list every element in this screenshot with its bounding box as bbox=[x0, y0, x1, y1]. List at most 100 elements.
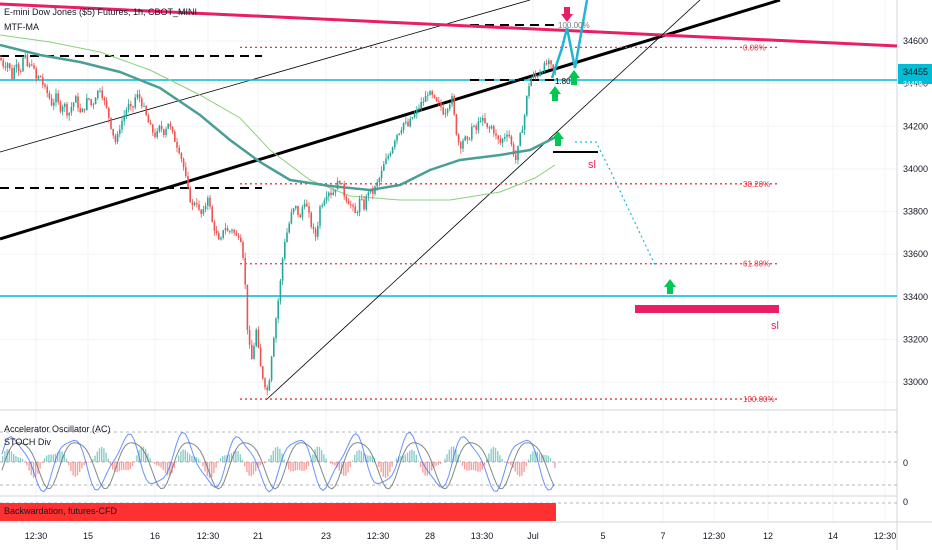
ac-histogram-bar bbox=[475, 462, 477, 471]
fib-level-label: 100.00% bbox=[743, 395, 775, 404]
sell-arrow-1 bbox=[561, 7, 573, 22]
candle-body bbox=[57, 93, 59, 102]
ac-histogram-bar bbox=[129, 462, 131, 470]
time-tick-label: 23 bbox=[321, 531, 331, 541]
candle-body bbox=[31, 64, 33, 66]
candle-body bbox=[530, 77, 532, 87]
ac-histogram-bar bbox=[277, 446, 279, 462]
price-tick-label: 33200 bbox=[903, 334, 928, 344]
candle-body bbox=[380, 170, 383, 179]
ac-histogram-bar bbox=[103, 448, 105, 462]
candle-body bbox=[130, 104, 132, 107]
backwardation-panel[interactable] bbox=[0, 502, 897, 521]
buy-arrow-1 bbox=[549, 86, 561, 101]
ac-histogram-bar bbox=[303, 462, 305, 472]
candle-body bbox=[497, 135, 499, 140]
candle-body bbox=[358, 198, 361, 213]
oscillator-panel[interactable] bbox=[0, 431, 897, 493]
osc-zero-label: 0 bbox=[903, 458, 908, 468]
candle-body bbox=[114, 135, 117, 142]
candle-body bbox=[526, 95, 528, 116]
ac-histogram-bar bbox=[325, 458, 327, 462]
ac-histogram-bar bbox=[136, 455, 138, 462]
ac-histogram-bar bbox=[57, 452, 59, 462]
candle-body bbox=[28, 64, 31, 67]
ac-histogram-bar bbox=[68, 462, 70, 466]
ac-histogram-bar bbox=[19, 457, 21, 462]
candle-body bbox=[515, 154, 517, 160]
candle-body bbox=[103, 98, 106, 101]
candle-body bbox=[198, 204, 200, 210]
candle-body bbox=[297, 205, 299, 216]
resistance-line-pink bbox=[0, 2, 898, 48]
candle-body bbox=[119, 129, 121, 134]
candle-body bbox=[116, 133, 119, 142]
candle-body bbox=[383, 164, 385, 171]
price-tick-label: 33600 bbox=[903, 249, 928, 259]
backwardation-label: Backwardation, futures-CFD bbox=[4, 506, 118, 516]
buy-arrow-3 bbox=[552, 131, 564, 146]
candle-body bbox=[24, 55, 26, 58]
ac-histogram-bar bbox=[237, 451, 239, 462]
ac-histogram-bar bbox=[248, 462, 250, 476]
candle-body bbox=[339, 181, 341, 183]
candle-body bbox=[11, 68, 13, 79]
candle-body bbox=[369, 190, 372, 193]
ac-histogram-bar bbox=[532, 451, 534, 462]
candle-body bbox=[396, 134, 398, 141]
ac-histogram-bar bbox=[61, 451, 63, 462]
candle-body bbox=[246, 284, 249, 330]
ac-histogram-bar bbox=[90, 461, 92, 462]
candle-body bbox=[207, 197, 209, 206]
candle-body bbox=[471, 126, 473, 140]
ac-histogram-bar bbox=[314, 449, 316, 462]
candle-body bbox=[356, 212, 359, 214]
ac-histogram-bar bbox=[382, 462, 384, 477]
ac-histogram-bar bbox=[147, 453, 149, 462]
time-axis[interactable]: 12:30 15 16 12:30 21 23 12:30 28 13:30 Jul 5 7 12:30… bbox=[25, 531, 897, 541]
ac-histogram-bar bbox=[272, 450, 274, 462]
candle-body bbox=[389, 153, 392, 156]
candle-body bbox=[405, 121, 407, 123]
ac-histogram-bar bbox=[208, 462, 211, 478]
candle-body bbox=[66, 103, 68, 116]
candles bbox=[0, 52, 557, 396]
time-tick-label: 12:30 bbox=[874, 531, 897, 541]
candle-body bbox=[158, 125, 161, 132]
ac-histogram-bar bbox=[158, 462, 160, 467]
candle-body bbox=[110, 117, 112, 129]
candle-body bbox=[534, 74, 537, 77]
candle-body bbox=[233, 229, 235, 233]
ac-histogram-bar bbox=[39, 462, 41, 469]
candle-body bbox=[336, 181, 339, 190]
candle-body bbox=[83, 108, 86, 110]
candle-body bbox=[446, 108, 449, 113]
ac-histogram-bar bbox=[186, 452, 189, 462]
candle-body bbox=[416, 109, 418, 115]
ac-histogram-bar bbox=[92, 459, 94, 462]
ac-histogram-bar bbox=[79, 462, 81, 473]
candle-body bbox=[213, 221, 216, 231]
ac-histogram-bar bbox=[35, 462, 37, 478]
candle-body bbox=[152, 124, 154, 133]
candle-body bbox=[123, 115, 125, 121]
ac-histogram-bar bbox=[527, 459, 530, 462]
candle-body bbox=[253, 345, 255, 360]
ma-light-line bbox=[0, 34, 556, 201]
candle-body bbox=[235, 232, 238, 236]
candle-body bbox=[292, 208, 295, 213]
ac-histogram-bar bbox=[521, 462, 523, 476]
ac-histogram-bar bbox=[81, 462, 83, 469]
ac-histogram-bar bbox=[180, 451, 182, 462]
ac-histogram-bar bbox=[268, 459, 270, 462]
candle-body bbox=[319, 206, 321, 226]
ac-histogram-bar bbox=[426, 462, 428, 476]
ac-histogram-bar bbox=[118, 462, 120, 472]
backwardation-zero-label: 0 bbox=[903, 497, 908, 507]
ac-histogram-bar bbox=[182, 449, 184, 462]
candle-body bbox=[240, 237, 242, 242]
ac-histogram-bar bbox=[211, 462, 213, 477]
candle-body bbox=[374, 186, 376, 194]
